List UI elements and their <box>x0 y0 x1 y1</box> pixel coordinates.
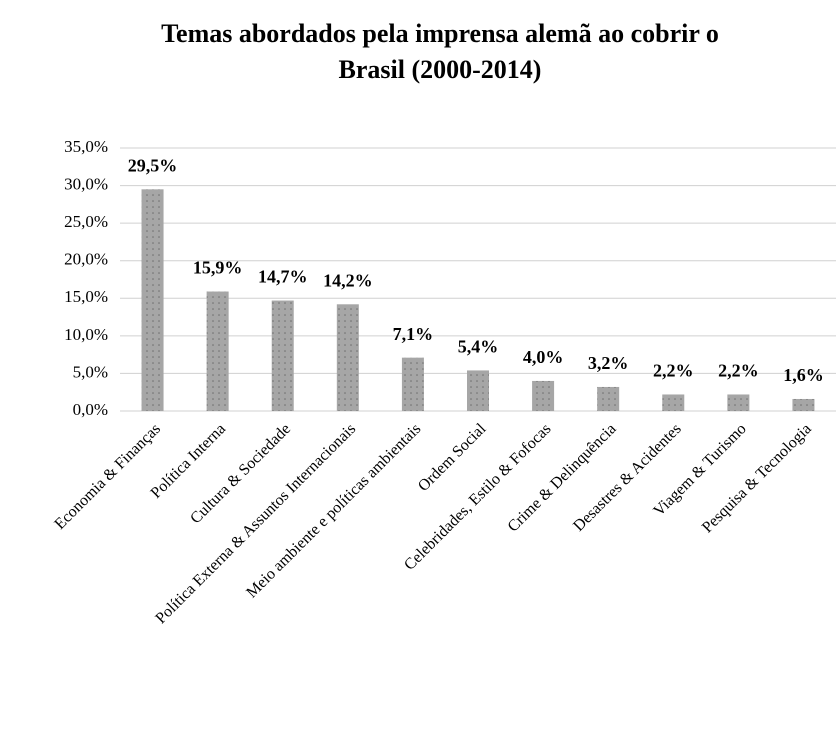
bar <box>206 291 229 411</box>
y-tick-label: 15,0% <box>64 287 108 306</box>
value-label: 14,7% <box>258 267 308 287</box>
value-label: 15,9% <box>193 258 243 278</box>
chart-title: Brasil (2000-2014) <box>339 55 542 84</box>
y-tick-label: 10,0% <box>64 325 108 344</box>
y-tick-label: 30,0% <box>64 174 108 193</box>
x-tick-label: Pesquisa & Tecnologia <box>699 420 815 536</box>
bar <box>336 304 359 411</box>
bar <box>271 300 294 411</box>
value-label: 2,2% <box>718 361 759 381</box>
value-label: 2,2% <box>653 361 694 381</box>
bar <box>401 357 424 411</box>
value-label: 14,2% <box>323 270 373 290</box>
bar <box>467 370 489 411</box>
bar <box>532 380 555 411</box>
x-tick-label: Economia & Finanças <box>51 420 164 533</box>
bar <box>792 398 815 411</box>
bar <box>727 394 750 411</box>
value-label: 29,5% <box>128 155 178 175</box>
value-label: 5,4% <box>458 337 499 357</box>
value-label: 7,1% <box>393 324 434 344</box>
bar <box>141 189 164 411</box>
y-tick-label: 20,0% <box>64 250 108 269</box>
value-label: 3,2% <box>588 353 629 373</box>
x-tick-label: Desastres & Acidentes <box>570 420 684 534</box>
bar <box>597 386 620 411</box>
y-tick-label: 35,0% <box>64 137 108 156</box>
y-tick-label: 25,0% <box>64 212 108 231</box>
x-tick-label: Crime & Delinquência <box>505 420 620 535</box>
y-tick-label: 5,0% <box>73 362 108 381</box>
value-label: 1,6% <box>783 365 824 385</box>
bar <box>662 394 685 411</box>
y-tick-label: 0,0% <box>73 400 108 419</box>
value-label: 4,0% <box>523 347 564 367</box>
chart-title: Temas abordados pela imprensa alemã ao c… <box>161 19 719 48</box>
